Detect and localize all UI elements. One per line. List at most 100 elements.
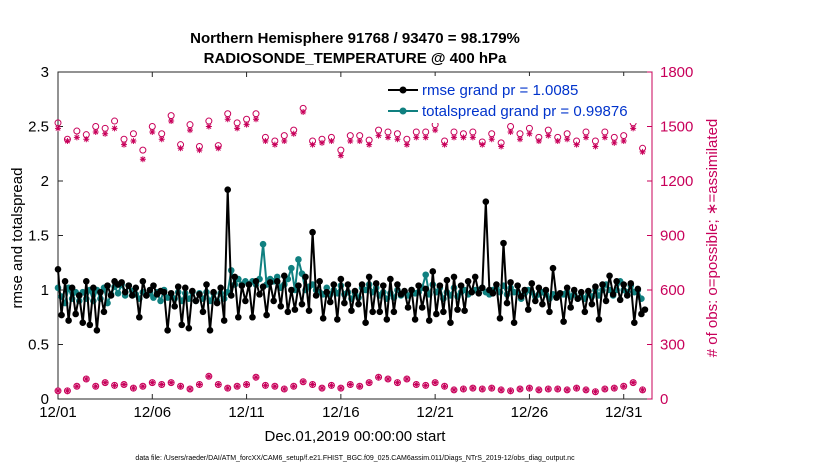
rmse-point: [362, 319, 369, 327]
rmse-point: [79, 319, 87, 327]
rmse-point: [100, 308, 108, 316]
legend-totalspread-marker: [399, 107, 407, 115]
x-tick-label: 12/16: [322, 404, 360, 421]
rmse-point: [150, 282, 157, 289]
rmse-point: [235, 313, 242, 321]
rmse-point: [387, 275, 394, 283]
rmse-point: [86, 321, 94, 329]
y-tick-label-left: 0: [41, 391, 49, 408]
obs-assimilated-low-point: [460, 386, 467, 393]
legend-totalspread-label: totalspread grand pr = 0.99876: [422, 103, 628, 120]
obs-assimilated-high-point: [243, 121, 250, 128]
obs-assimilated-high-point: [215, 145, 222, 152]
obs-assimilated-high-point: [290, 130, 297, 137]
rmse-point: [238, 282, 246, 289]
rmse-point: [365, 273, 373, 281]
obs-assimilated-low-point: [356, 383, 363, 390]
rmse-point: [383, 316, 391, 323]
rmse-point: [475, 289, 483, 297]
obs-assimilated-high-point: [121, 141, 127, 148]
obs-assimilated-high-point: [356, 138, 363, 145]
rmse-point: [570, 286, 578, 294]
rmse-point: [61, 277, 69, 285]
obs-assimilated-high-point: [630, 125, 637, 132]
obs-assimilated-high-point: [234, 125, 241, 132]
rmse-point: [245, 281, 253, 288]
obs-assimilated-high-point: [601, 134, 608, 141]
obs-assimilated-high-point: [526, 130, 533, 137]
obs-assimilated-low-point: [375, 374, 382, 381]
rmse-point: [65, 317, 72, 324]
rmse-point: [199, 308, 207, 316]
obs-assimilated-high-point: [611, 139, 618, 146]
obs-assimilated-low-point: [422, 382, 429, 389]
rmse-point: [270, 297, 277, 305]
rmse-point: [556, 289, 564, 297]
obs-assimilated-low-point: [564, 386, 571, 393]
obs-assimilated-high-point: [413, 134, 420, 141]
obs-assimilated-low-point: [583, 386, 589, 393]
obs-assimilated-high-point: [271, 141, 278, 148]
obs-assimilated-high-point: [573, 141, 580, 148]
data-file-footer: data file: /Users/raeder/DAI/ATM_forcXX/…: [135, 455, 575, 462]
obs-assimilated-low-point: [630, 379, 637, 386]
obs-assimilated-low-point: [488, 385, 495, 392]
rmse-point: [68, 284, 76, 292]
rmse-point: [259, 283, 267, 291]
obs-assimilated-high-point: [432, 127, 439, 134]
obs-assimilated-low-point: [611, 385, 618, 392]
obs-assimilated-high-point: [375, 132, 382, 139]
rmse-point: [54, 265, 62, 273]
rmse-point: [118, 279, 125, 286]
obs-assimilated-low-point: [139, 383, 146, 390]
obs-assimilated-low-point: [328, 382, 335, 389]
rmse-point: [284, 308, 292, 316]
obs-possible-high-point: [73, 127, 81, 135]
obs-assimilated-high-point: [262, 138, 269, 145]
legend-box: [383, 76, 650, 123]
obs-assimilated-low-point: [498, 386, 505, 393]
obs-assimilated-high-point: [139, 156, 146, 163]
legend-rmse-label: rmse grand pr = 1.0085: [422, 82, 578, 99]
obs-assimilated-low-point: [83, 376, 90, 383]
rmse-point: [560, 318, 567, 325]
obs-assimilated-low-point: [177, 383, 184, 390]
rmse-point: [104, 282, 111, 289]
obs-assimilated-high-point: [469, 134, 476, 141]
obs-assimilated-high-point: [347, 138, 354, 145]
rmse-point: [181, 284, 189, 292]
obs-assimilated-low-point: [601, 386, 608, 393]
obs-assimilated-high-point: [92, 128, 99, 135]
rmse-point: [471, 273, 479, 281]
obs-assimilated-low-point: [271, 383, 278, 390]
obs-assimilated-low-series: [55, 373, 646, 395]
rmse-point: [298, 300, 306, 308]
obs-assimilated-high-point: [517, 136, 523, 143]
y-tick-label-left: 2: [41, 173, 49, 190]
rmse-point: [174, 283, 182, 291]
obs-assimilated-high-point: [309, 141, 316, 148]
obs-possible-high-point: [129, 130, 137, 138]
y-tick-label-left: 3: [41, 64, 49, 81]
rmse-point: [58, 311, 65, 319]
obs-assimilated-low-point: [507, 387, 514, 394]
obs-assimilated-high-point: [403, 141, 410, 148]
rmse-point: [72, 310, 79, 318]
rmse-point: [139, 277, 147, 285]
y-tick-label-left: 1.5: [28, 228, 49, 245]
obs-assimilated-high-point: [328, 138, 335, 145]
obs-assimilated-low-point: [469, 385, 476, 392]
rmse-point: [341, 299, 348, 307]
rmse-point: [577, 288, 585, 296]
obs-assimilated-low-point: [281, 386, 288, 393]
rmse-point: [107, 292, 115, 299]
obs-assimilated-low-point: [347, 381, 354, 388]
obs-assimilated-high-point: [177, 145, 184, 152]
rmse-point: [316, 277, 323, 285]
rmse-point: [326, 298, 334, 306]
obs-assimilated-high-point: [545, 132, 552, 139]
rmse-point: [447, 319, 454, 327]
obs-assimilated-low-point: [620, 383, 627, 390]
rmse-point: [401, 287, 408, 295]
rmse-point: [128, 292, 136, 299]
